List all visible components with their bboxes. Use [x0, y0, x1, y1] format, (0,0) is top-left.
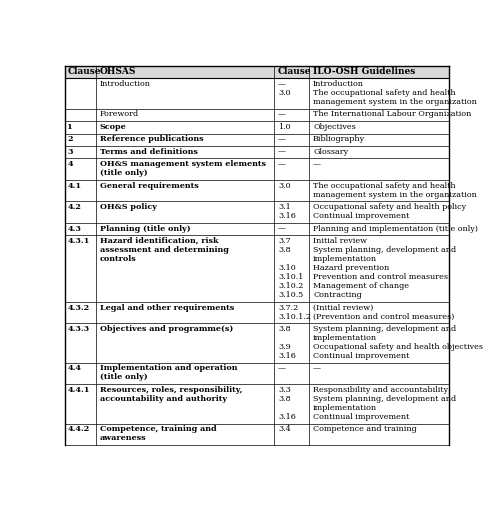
- Text: Clause: Clause: [67, 68, 101, 76]
- Text: Resources, roles, responsibility,: Resources, roles, responsibility,: [100, 386, 242, 394]
- Text: The occupational safety and health: The occupational safety and health: [313, 89, 456, 97]
- Text: (title only): (title only): [100, 373, 147, 382]
- Text: Management of change: Management of change: [313, 282, 409, 290]
- Text: 1.0: 1.0: [278, 123, 291, 131]
- Text: —: —: [278, 364, 286, 372]
- Text: Continual improvement: Continual improvement: [313, 212, 409, 220]
- Text: 1: 1: [67, 123, 73, 131]
- Text: implementation: implementation: [313, 334, 377, 342]
- Text: 3.8: 3.8: [278, 246, 291, 254]
- Text: 3.3: 3.3: [278, 386, 291, 394]
- Text: 4: 4: [67, 160, 73, 168]
- Text: OH&S policy: OH&S policy: [100, 203, 156, 211]
- Text: The International Labour Organization: The International Labour Organization: [313, 110, 471, 118]
- Text: 4.3.1: 4.3.1: [67, 237, 90, 245]
- Text: Objectives and programme(s): Objectives and programme(s): [100, 325, 233, 333]
- Text: management system in the organization: management system in the organization: [313, 98, 477, 106]
- Text: implementation: implementation: [313, 404, 377, 412]
- Text: 3.10.5: 3.10.5: [278, 291, 304, 299]
- Text: —: —: [278, 110, 286, 118]
- Text: Legal and other requirements: Legal and other requirements: [100, 303, 234, 311]
- Text: Implementation and operation: Implementation and operation: [100, 364, 237, 372]
- Text: Objectives: Objectives: [313, 123, 356, 131]
- Text: 4.3.3: 4.3.3: [67, 325, 89, 333]
- Text: (Prevention and control measures): (Prevention and control measures): [313, 312, 454, 321]
- Text: Occupational safety and health objectives: Occupational safety and health objective…: [313, 343, 483, 351]
- Text: 3.8: 3.8: [278, 325, 291, 333]
- Text: Responsibility and accountability: Responsibility and accountability: [313, 386, 448, 394]
- Text: —: —: [313, 364, 321, 372]
- Text: accountability and authority: accountability and authority: [100, 395, 226, 403]
- Text: ILO-OSH Guidelines: ILO-OSH Guidelines: [313, 68, 415, 76]
- Text: General requirements: General requirements: [100, 182, 198, 189]
- Text: 4.2: 4.2: [67, 203, 81, 211]
- Text: System planning, development and: System planning, development and: [313, 395, 456, 403]
- Text: The occupational safety and health: The occupational safety and health: [313, 182, 456, 189]
- Text: —: —: [278, 80, 286, 88]
- Text: Competence and training: Competence and training: [313, 425, 417, 433]
- Text: 3.16: 3.16: [278, 413, 296, 421]
- Text: Planning (title only): Planning (title only): [100, 225, 190, 233]
- Text: 4.4: 4.4: [67, 364, 81, 372]
- Text: 3.10.2: 3.10.2: [278, 282, 304, 290]
- Text: Introduction: Introduction: [100, 80, 150, 88]
- Text: Continual improvement: Continual improvement: [313, 352, 409, 360]
- Text: 4.3.2: 4.3.2: [67, 303, 89, 311]
- Text: Clause: Clause: [278, 68, 312, 76]
- Text: Planning and implementation (title only): Planning and implementation (title only): [313, 225, 478, 233]
- Text: Occupational safety and health policy: Occupational safety and health policy: [313, 203, 466, 211]
- Text: 3.0: 3.0: [278, 89, 291, 97]
- Text: —: —: [313, 160, 321, 168]
- Text: Competence, training and: Competence, training and: [100, 425, 216, 433]
- Text: Scope: Scope: [100, 123, 126, 131]
- Text: 4.1: 4.1: [67, 182, 81, 189]
- Text: Prevention and control measures: Prevention and control measures: [313, 273, 448, 281]
- Text: controls: controls: [100, 255, 136, 263]
- Text: Reference publications: Reference publications: [100, 135, 203, 143]
- Text: —: —: [278, 225, 286, 233]
- Text: (Initial review): (Initial review): [313, 303, 373, 311]
- Text: 3.8: 3.8: [278, 395, 291, 403]
- Text: Hazard prevention: Hazard prevention: [313, 264, 389, 272]
- Text: System planning, development and: System planning, development and: [313, 246, 456, 254]
- Text: management system in the organization: management system in the organization: [313, 190, 477, 199]
- Text: 3: 3: [67, 148, 73, 156]
- Text: —: —: [278, 160, 286, 168]
- Text: Initial review: Initial review: [313, 237, 367, 245]
- Text: Contracting: Contracting: [313, 291, 362, 299]
- Text: 3.1: 3.1: [278, 203, 291, 211]
- Text: OH&S management system elements: OH&S management system elements: [100, 160, 266, 168]
- Text: 3.7: 3.7: [278, 237, 291, 245]
- Text: 3.16: 3.16: [278, 352, 296, 360]
- Text: —: —: [278, 135, 286, 143]
- Text: System planning, development and: System planning, development and: [313, 325, 456, 333]
- Text: 3.4: 3.4: [278, 425, 291, 433]
- Text: OHSAS: OHSAS: [100, 68, 136, 76]
- Text: Terms and definitions: Terms and definitions: [100, 148, 197, 156]
- Text: implementation: implementation: [313, 255, 377, 263]
- Text: Hazard identification, risk: Hazard identification, risk: [100, 237, 218, 245]
- Text: 3.16: 3.16: [278, 212, 296, 220]
- Text: 4.4.1: 4.4.1: [67, 386, 90, 394]
- Text: Foreword: Foreword: [100, 110, 139, 118]
- Text: 3.10.1.2: 3.10.1.2: [278, 312, 311, 321]
- Text: 3.7.2: 3.7.2: [278, 303, 299, 311]
- Text: 3.10: 3.10: [278, 264, 296, 272]
- Text: Glossary: Glossary: [313, 148, 348, 156]
- Text: 2: 2: [67, 135, 73, 143]
- Text: 4.3: 4.3: [67, 225, 81, 233]
- Text: awareness: awareness: [100, 434, 146, 442]
- Text: 3.10.1: 3.10.1: [278, 273, 304, 281]
- Text: Bibliography: Bibliography: [313, 135, 365, 143]
- Bar: [65, 66, 449, 78]
- Text: 3.0: 3.0: [278, 182, 291, 189]
- Text: —: —: [278, 148, 286, 156]
- Text: assessment and determining: assessment and determining: [100, 246, 228, 254]
- Text: Continual improvement: Continual improvement: [313, 413, 409, 421]
- Text: 3.9: 3.9: [278, 343, 291, 351]
- Text: (title only): (title only): [100, 169, 147, 177]
- Text: Introduction: Introduction: [313, 80, 364, 88]
- Text: 4.4.2: 4.4.2: [67, 425, 90, 433]
